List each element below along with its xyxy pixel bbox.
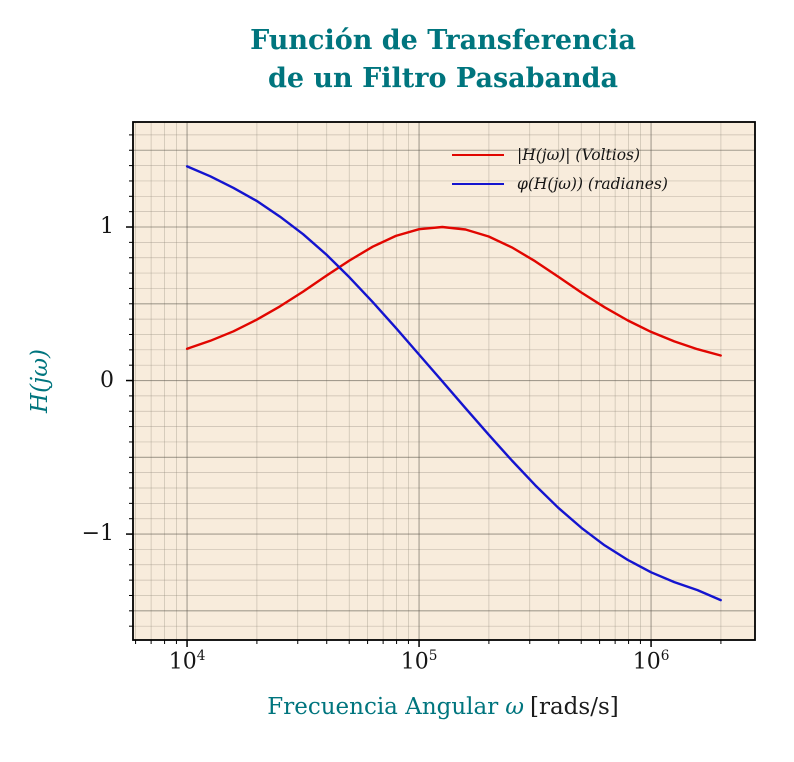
x-tick-exp: 5: [428, 648, 438, 664]
x-tick-label-1e4: 104: [169, 648, 206, 674]
x-tick-exp: 4: [196, 648, 206, 664]
x-axis-label-text: Frecuencia Angular: [267, 694, 499, 720]
y-tick-label-1: 1: [100, 214, 114, 239]
x-tick-base: 10: [632, 649, 661, 675]
chart-title-line1: Función de Transferencia: [250, 25, 636, 56]
y-tick-label-0: 0: [100, 367, 114, 393]
legend-item-phase: φ(H(jω)) (radianes): [452, 175, 668, 193]
chart-title-line2: de un Filtro Pasabanda: [267, 62, 619, 94]
chart-title: Función de Transferencia de un Filtro Pa…: [250, 22, 636, 98]
y-tick-label-neg1: −1: [81, 521, 114, 547]
x-tick-exp: 6: [660, 648, 670, 664]
y-axis-label: H(jω): [27, 349, 53, 413]
legend-item-magnitude: |H(jω)| (Voltios): [452, 146, 668, 164]
x-tick-base: 10: [168, 649, 197, 675]
legend-label-phase: φ(H(jω)) (radianes): [517, 175, 668, 193]
x-axis-unit: [rads/s]: [530, 694, 619, 720]
x-tick-base: 10: [400, 649, 429, 675]
legend-line-magnitude: [452, 153, 504, 157]
x-tick-label-1e6: 106: [633, 648, 670, 674]
x-axis-label: Frecuencia Angular ω [rads/s]: [267, 694, 618, 720]
legend-label-magnitude: |H(jω)| (Voltios): [517, 146, 641, 164]
omega-symbol: ω: [505, 694, 524, 720]
legend: |H(jω)| (Voltios) φ(H(jω)) (radianes): [452, 146, 668, 193]
x-tick-label-1e5: 105: [401, 648, 438, 674]
legend-line-phase: [452, 182, 504, 186]
